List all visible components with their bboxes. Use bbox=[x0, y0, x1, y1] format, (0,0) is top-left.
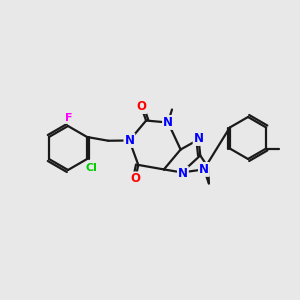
Text: F: F bbox=[65, 113, 73, 123]
Text: O: O bbox=[130, 172, 140, 185]
Text: O: O bbox=[136, 100, 146, 113]
Text: N: N bbox=[178, 167, 188, 180]
Text: N: N bbox=[199, 163, 209, 176]
Text: Cl: Cl bbox=[85, 163, 97, 173]
Text: N: N bbox=[194, 132, 204, 145]
Text: N: N bbox=[124, 134, 134, 147]
Text: N: N bbox=[163, 116, 173, 129]
